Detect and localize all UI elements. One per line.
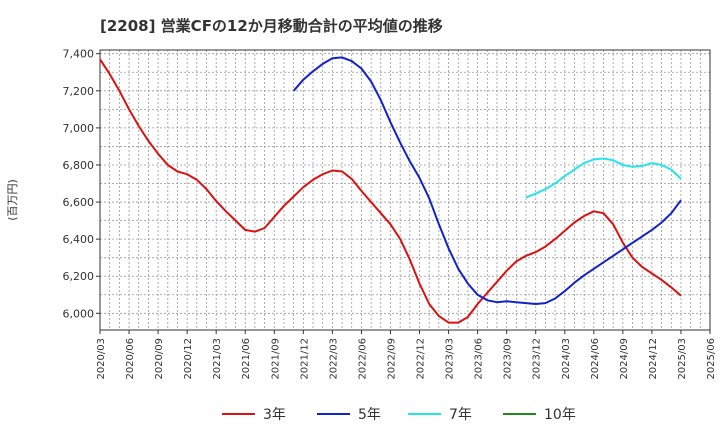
x-tick-label: 2021/06 — [241, 338, 252, 380]
y-tick-label: 7,400 — [63, 48, 95, 61]
x-tick-label: 2022/03 — [328, 338, 339, 380]
chart-title: [2208] 営業CFの12か月移動合計の平均値の推移 — [100, 17, 443, 35]
series-line-2 — [525, 157, 682, 199]
legend-label-3: 10年 — [544, 407, 576, 423]
x-tick-label: 2025/03 — [677, 338, 688, 380]
y-tick-label: 7,200 — [63, 85, 95, 98]
x-tick-label: 2020/03 — [96, 338, 107, 380]
y-tick-label: 6,400 — [63, 233, 95, 246]
y-tick-label: 6,600 — [63, 196, 95, 209]
x-tick-label: 2022/09 — [386, 338, 397, 380]
y-axis-ticks: 6,000 6,200 6,400 6,600 6,800 7,000 7,200 7,400 — [63, 48, 100, 320]
plot-frame — [99, 49, 711, 331]
legend: 3年 5年 7年 10年 — [222, 407, 576, 423]
legend-label-2: 7年 — [449, 407, 472, 423]
y-tick-label: 7,000 — [63, 122, 95, 135]
x-tick-label: 2020/06 — [125, 338, 136, 380]
x-tick-label: 2024/03 — [561, 338, 572, 380]
legend-label-0: 3年 — [263, 407, 286, 423]
y-tick-label: 6,800 — [63, 159, 95, 172]
x-tick-label: 2020/12 — [183, 338, 194, 380]
x-axis-ticks: 2020/03 2020/06 2020/09 2020/12 2021/03 2021/… — [96, 330, 717, 380]
y-axis-label: (百万円) — [6, 179, 19, 221]
x-tick-label: 2021/09 — [270, 338, 281, 380]
legend-label-1: 5年 — [358, 407, 381, 423]
x-tick-label: 2023/03 — [445, 338, 456, 380]
y-tick-label: 6,000 — [63, 307, 95, 320]
y-tick-label: 6,200 — [63, 270, 95, 283]
x-tick-label: 2024/06 — [590, 338, 601, 380]
series-lines — [99, 56, 682, 324]
x-tick-label: 2025/06 — [706, 338, 717, 380]
series-line-0 — [99, 58, 682, 324]
x-tick-label: 2024/12 — [648, 338, 659, 380]
x-tick-label: 2023/06 — [474, 338, 485, 380]
x-tick-label: 2024/09 — [619, 338, 630, 380]
x-tick-label: 2022/06 — [357, 338, 368, 380]
x-tick-label: 2023/12 — [532, 338, 543, 380]
x-tick-label: 2021/12 — [299, 338, 310, 380]
series-line-1 — [292, 56, 682, 305]
x-tick-label: 2022/12 — [416, 338, 427, 380]
x-tick-label: 2023/09 — [503, 338, 514, 380]
x-tick-label: 2021/03 — [212, 338, 223, 380]
x-tick-label: 2020/09 — [154, 338, 165, 380]
grid — [99, 50, 711, 330]
